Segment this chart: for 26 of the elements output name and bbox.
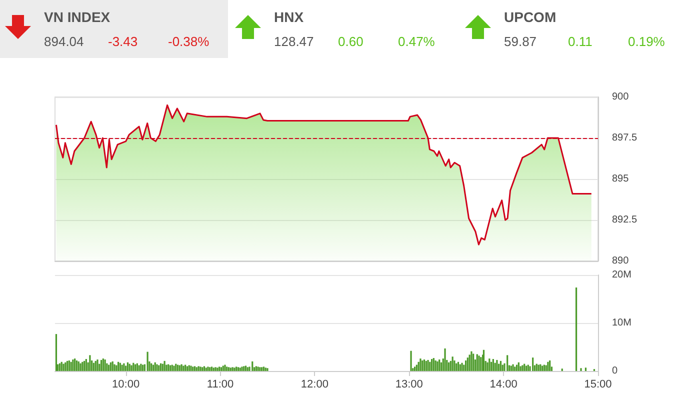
text: -0.38% (168, 34, 210, 49)
x-tick-label: 15:00 (584, 378, 612, 390)
x-tick-label: 10:00 (112, 378, 140, 390)
y-tick-label: 900 (612, 92, 630, 102)
y-tick-label: 890 (612, 256, 630, 266)
x-tick-label: 11:00 (206, 378, 234, 390)
x-tick-label: 13:00 (395, 378, 423, 390)
y-tick-label: 0 (612, 366, 618, 376)
y-tick-label: 895 (612, 174, 630, 184)
text: 0.60 (338, 34, 364, 49)
x-tick-label: 12:00 (300, 378, 328, 390)
text: VN INDEX (44, 9, 110, 25)
y-tick-label: 20M (612, 270, 632, 280)
text: HNX (274, 9, 304, 25)
text: -3.43 (108, 34, 138, 49)
x-tick-label: 14:00 (490, 378, 518, 390)
text: 0.11 (568, 34, 592, 49)
y-tick-label: 897.5 (612, 132, 638, 144)
y-tick-label: 892.5 (612, 214, 638, 226)
text: 894.04 (44, 34, 84, 49)
text: 0.47% (398, 34, 435, 49)
text: 59.87 (504, 34, 537, 49)
text: UPCOM (504, 9, 556, 25)
text: 128.47 (274, 34, 314, 49)
y-tick-label: 10M (612, 318, 632, 328)
text: 0.19% (628, 34, 665, 49)
